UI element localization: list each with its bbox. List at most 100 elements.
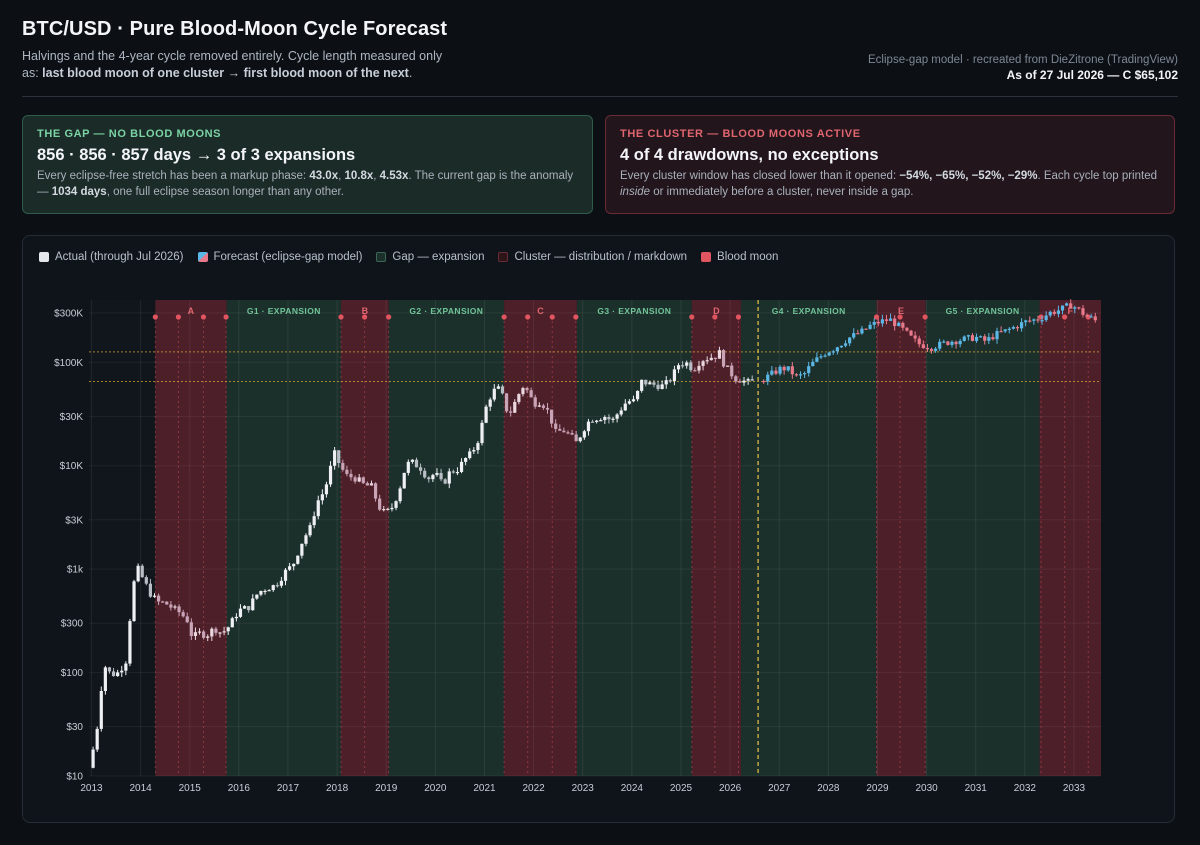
actual-candle — [504, 393, 509, 412]
actual-candle — [533, 397, 537, 407]
forecast-candle — [876, 321, 880, 324]
cluster-region — [504, 300, 577, 776]
subtitle-text: Halvings and the 4-year cycle removed en… — [22, 49, 443, 80]
actual-candle — [648, 382, 652, 385]
blood-moon-dot — [549, 314, 555, 320]
gap-current-days: 1034 days — [51, 185, 107, 198]
actual-candle — [705, 360, 709, 362]
actual-candle — [537, 405, 541, 407]
forecast-candle — [880, 319, 884, 324]
actual-candle — [320, 494, 324, 501]
legend-actual-swatch — [39, 252, 49, 262]
forecast-candle — [893, 318, 897, 327]
actual-candle — [140, 565, 144, 578]
forecast-candle — [884, 319, 889, 321]
actual-candle — [95, 728, 99, 750]
cluster-region — [691, 300, 741, 776]
actual-candle — [406, 461, 410, 473]
actual-candle — [455, 471, 460, 474]
actual-candle — [156, 595, 161, 602]
actual-candle — [582, 431, 586, 438]
gap-multiple-1: 43.0x — [309, 170, 339, 182]
actual-candle — [398, 488, 402, 502]
actual-candle — [148, 583, 153, 597]
subtitle-definition: last blood moon of one cluster → first b… — [42, 66, 409, 80]
actual-candle — [267, 590, 271, 592]
forecast-candle — [991, 337, 995, 340]
forecast-candle — [934, 348, 938, 351]
actual-candle — [721, 350, 726, 367]
actual-candle — [193, 632, 198, 637]
actual-candle — [349, 473, 353, 478]
x-tick-label: 2028 — [817, 783, 840, 794]
blood-moon-dot — [1038, 314, 1044, 320]
cluster-body-3: or immediately before a cluster, never i… — [650, 185, 914, 198]
actual-candle — [513, 401, 517, 413]
actual-candle — [554, 423, 558, 429]
cluster-card-headline: 4 of 4 drawdowns, no exceptions — [620, 146, 879, 164]
forecast-candle — [995, 331, 999, 340]
forecast-candle — [999, 331, 1003, 333]
forecast-candle — [856, 333, 860, 335]
blood-moon-dot — [573, 314, 579, 320]
legend-forecast-label: Forecast (eclipse-gap model) — [213, 251, 363, 263]
gap-region — [576, 300, 692, 776]
forecast-candle — [852, 333, 856, 338]
cluster-emphasis: inside — [620, 185, 651, 198]
x-tick-label: 2026 — [719, 783, 742, 794]
forecast-candle — [819, 356, 823, 358]
actual-candle — [459, 461, 464, 472]
y-tick-label: $100 — [61, 668, 84, 679]
forecast-candle — [979, 336, 983, 338]
legend-blood-moon[interactable]: Blood moon — [701, 251, 778, 263]
forecast-candle — [786, 366, 790, 371]
actual-candle — [500, 386, 505, 394]
forecast-candle — [1032, 319, 1036, 321]
actual-candle — [283, 569, 288, 581]
x-tick-label: 2021 — [473, 783, 496, 794]
actual-candle — [738, 381, 742, 383]
gap-region — [226, 300, 342, 776]
actual-candle — [681, 365, 685, 367]
forecast-candle — [901, 322, 905, 328]
actual-candle — [726, 365, 730, 367]
actual-candle — [509, 411, 513, 413]
forecast-candle — [1015, 327, 1020, 329]
forecast-candle — [868, 324, 872, 329]
cluster-label: F — [1068, 306, 1074, 316]
blood-moon-dot — [501, 314, 507, 320]
actual-candle — [259, 590, 263, 595]
legend-gap[interactable]: Gap — expansion — [376, 251, 484, 263]
actual-candle — [218, 632, 222, 634]
actual-candle — [337, 450, 341, 463]
actual-candle — [447, 471, 451, 484]
forecast-candle — [987, 337, 991, 341]
actual-candle — [476, 443, 480, 451]
legend-forecast[interactable]: Forecast (eclipse-gap model) — [197, 251, 363, 263]
x-tick-label: 2017 — [277, 783, 300, 794]
forecast-candle — [1065, 303, 1069, 306]
forecast-candle — [798, 374, 803, 376]
gap-region — [925, 300, 1040, 776]
legend-blood-moon-label: Blood moon — [717, 251, 779, 263]
forecast-candle — [860, 328, 864, 334]
actual-candle — [402, 472, 406, 489]
x-tick-label: 2014 — [129, 783, 152, 794]
forecast-candle — [983, 336, 987, 341]
actual-candle — [435, 472, 439, 475]
gap-card-body: Every eclipse-free stretch has been a ma… — [37, 169, 578, 200]
actual-candle — [693, 370, 697, 372]
actual-candle — [590, 421, 595, 423]
price-chart[interactable]: G1 · EXPANSION G2 · EXPANSION G3 · EXPANSI… — [23, 236, 1174, 822]
actual-candle — [578, 437, 582, 442]
actual-candle — [652, 382, 656, 385]
legend-actual[interactable]: Actual (through Jul 2026) — [39, 251, 184, 263]
blood-moon-dot — [525, 314, 531, 320]
legend-cluster[interactable]: Cluster — distribution / markdown — [498, 251, 687, 263]
chart-panel: Actual (through Jul 2026) Forecast (ecli… — [22, 235, 1175, 823]
forecast-candle — [782, 366, 786, 371]
chart-legend: Actual (through Jul 2026) Forecast (ecli… — [39, 251, 778, 263]
x-tick-label: 2020 — [424, 783, 447, 794]
cluster-label: E — [898, 306, 904, 316]
x-tick-label: 2015 — [179, 783, 202, 794]
